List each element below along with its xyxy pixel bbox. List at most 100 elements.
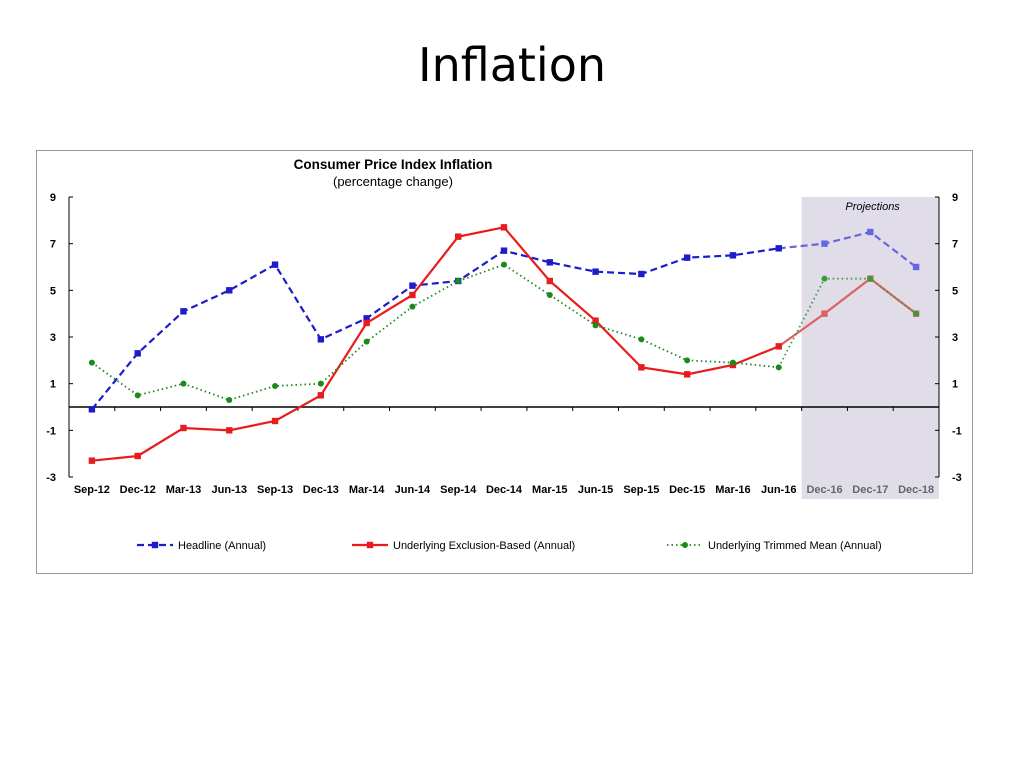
- series-line: [91, 247, 779, 411]
- series-layer: [88, 224, 920, 464]
- data-point: [638, 364, 645, 371]
- data-point: [638, 270, 645, 278]
- x-tick-label: Mar-16: [715, 484, 750, 496]
- data-point: [775, 364, 782, 371]
- data-point: [180, 308, 187, 315]
- x-tick-label: Jun-16: [761, 484, 796, 496]
- slide-title: Inflation: [418, 38, 606, 92]
- data-point: [226, 427, 233, 434]
- data-point: [775, 245, 782, 252]
- data-point: [684, 357, 691, 364]
- data-point: [409, 282, 416, 289]
- y-tick-label-left: 7: [50, 239, 56, 251]
- data-point: [271, 417, 279, 425]
- legend-label: Underlying Exclusion-Based (Annual): [393, 540, 575, 552]
- data-point: [500, 247, 508, 254]
- series-line: [91, 263, 779, 401]
- data-point: [592, 268, 599, 275]
- data-point: [638, 336, 645, 343]
- data-point: [546, 292, 553, 298]
- data-point: [592, 317, 599, 324]
- data-point: [455, 233, 462, 240]
- data-point: [180, 424, 187, 432]
- x-tick-label: Dec-13: [303, 484, 339, 496]
- series-line-projection: [778, 230, 917, 268]
- data-point: [867, 228, 874, 236]
- data-point: [729, 252, 737, 259]
- x-tick-label: Jun-15: [578, 484, 613, 496]
- x-tick-label: Dec-16: [806, 484, 842, 496]
- data-point: [180, 380, 187, 387]
- x-tick-label: Sep-15: [623, 484, 659, 496]
- y-tick-label-left: -1: [46, 425, 56, 437]
- x-tick-label: Jun-14: [395, 484, 431, 496]
- chart-subtitle: (percentage change): [333, 174, 453, 189]
- legend-marker: [151, 541, 159, 549]
- x-tick-label: Dec-17: [852, 484, 888, 496]
- data-point: [363, 338, 370, 345]
- x-tick-label: Dec-18: [898, 484, 934, 496]
- data-point: [912, 263, 920, 271]
- data-point: [317, 392, 325, 399]
- data-point: [821, 310, 828, 317]
- data-point: [821, 275, 828, 282]
- x-tick-label: Sep-13: [257, 484, 293, 496]
- series-3: [88, 261, 920, 403]
- x-tick-label: Mar-15: [532, 484, 567, 496]
- legend: Headline (Annual) Underlying Exclusion-Ba…: [137, 540, 882, 552]
- data-point: [226, 287, 233, 294]
- projection-label: Projections: [845, 201, 900, 213]
- data-point: [271, 261, 279, 268]
- y-tick-label-right: -3: [952, 472, 962, 484]
- data-point: [317, 380, 324, 387]
- data-point: [683, 254, 691, 261]
- cpi-inflation-chart: Consumer Price Index Inflation (percenta…: [46, 157, 962, 552]
- x-tick-label: Mar-13: [166, 484, 201, 496]
- data-point: [546, 277, 553, 285]
- data-point: [363, 315, 370, 322]
- data-point: [775, 343, 782, 350]
- y-tick-label-right: 5: [952, 285, 958, 297]
- data-point: [226, 397, 233, 403]
- data-point: [546, 259, 553, 266]
- y-tick-label-left: 3: [50, 332, 56, 344]
- legend-marker: [366, 541, 374, 549]
- data-point: [683, 371, 691, 378]
- series-line: [91, 226, 780, 462]
- legend-marker: [682, 542, 688, 548]
- x-tick-label: Dec-15: [669, 484, 705, 496]
- y-tick-label-right: -1: [952, 425, 962, 437]
- series-1: [88, 228, 920, 413]
- data-point: [821, 240, 828, 247]
- data-point: [88, 406, 96, 413]
- series-line-projection: [777, 277, 917, 368]
- ticks: -3 -3 -1 -1 1 1 3 3 5 5 7 7 9 9 Sep-12 Dec-12 Mar-13 Jun-…: [46, 192, 962, 496]
- y-tick-label-right: 7: [952, 239, 958, 251]
- series-2: [88, 224, 920, 464]
- data-point: [134, 452, 141, 460]
- legend-label: Headline (Annual): [178, 540, 266, 552]
- data-point: [88, 359, 95, 366]
- data-point: [134, 350, 141, 357]
- data-point: [500, 224, 508, 231]
- data-point: [409, 303, 416, 310]
- chart-title: Consumer Price Index Inflation: [294, 157, 493, 172]
- chart-frame: Consumer Price Index Inflation (percenta…: [36, 150, 973, 574]
- x-tick-label: Sep-14: [440, 484, 477, 496]
- data-point: [317, 336, 325, 343]
- data-point: [455, 278, 462, 284]
- y-tick-label-right: 9: [952, 192, 958, 204]
- data-point: [501, 261, 507, 268]
- x-tick-label: Mar-14: [349, 484, 385, 496]
- data-point: [272, 383, 279, 389]
- data-point: [88, 457, 96, 464]
- x-tick-label: Jun-13: [212, 484, 247, 496]
- data-point: [867, 275, 874, 282]
- data-point: [592, 322, 599, 329]
- data-point: [409, 291, 416, 299]
- y-tick-label-left: 5: [50, 285, 56, 297]
- series-line-projection: [778, 277, 917, 348]
- x-tick-label: Dec-14: [486, 484, 523, 496]
- x-tick-label: Dec-12: [120, 484, 156, 496]
- data-point: [134, 392, 141, 399]
